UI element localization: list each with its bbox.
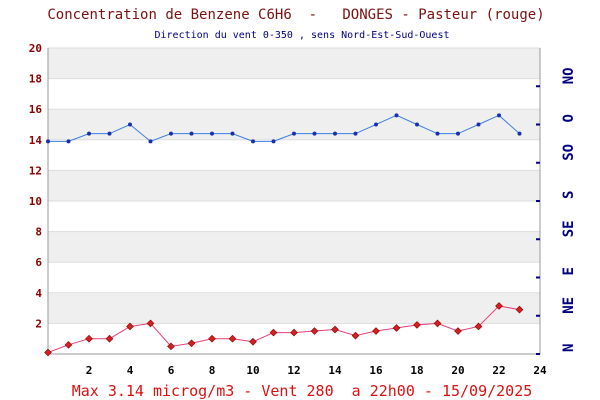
background-band	[48, 292, 540, 324]
x-tick-label: 4	[127, 364, 134, 377]
series-line-benzene	[47, 305, 520, 353]
background-band	[48, 170, 540, 201]
y-tick-label: 14	[29, 134, 43, 147]
data-point-wind_direction	[251, 139, 255, 144]
data-point-benzene	[146, 319, 155, 328]
data-point-wind_direction	[415, 122, 419, 127]
data-point-wind_direction	[476, 122, 481, 127]
data-point-benzene	[454, 327, 462, 335]
x-tick-label: 12	[287, 364, 300, 377]
y-tick-label: 2	[35, 317, 42, 330]
data-point-benzene	[433, 319, 442, 328]
data-point-wind_direction	[292, 131, 296, 136]
data-point-benzene	[85, 334, 93, 343]
chart-subtitle: Direction du vent 0-350 , sens Nord-Est-…	[154, 30, 449, 41]
y-tick-label: 16	[29, 103, 43, 116]
y-tick-label: 6	[35, 256, 42, 269]
data-point-wind_direction	[169, 131, 173, 136]
background-band	[48, 323, 540, 354]
data-point-wind_direction	[435, 131, 440, 136]
data-point-benzene	[187, 339, 196, 348]
right-axis-label: NO	[561, 67, 577, 84]
background-band	[48, 139, 540, 171]
right-axis-labels: N NE E SE S SO O NO	[536, 67, 577, 355]
data-point-wind_direction	[128, 122, 132, 127]
x-tick-labels: 2 4 6 8 10 12 14 16 18 20 22 24	[86, 364, 547, 377]
data-point-wind_direction	[394, 113, 399, 118]
x-tick-label: 20	[451, 364, 464, 377]
background-band	[48, 78, 540, 110]
chart-title: Concentration de Benzene C6H6 - DONGES -…	[47, 7, 544, 23]
data-point-wind_direction	[456, 131, 460, 136]
data-point-wind_direction	[87, 131, 91, 136]
data-point-wind_direction	[333, 131, 337, 136]
data-point-benzene	[515, 305, 524, 314]
data-point-benzene	[351, 331, 360, 340]
right-axis-label: O	[561, 114, 577, 122]
right-axis-label: SE	[561, 220, 577, 237]
background-band	[48, 201, 540, 232]
data-point-wind_direction	[312, 131, 317, 136]
data-point-benzene	[474, 322, 483, 331]
data-point-benzene	[269, 328, 278, 337]
data-point-benzene	[413, 321, 421, 329]
data-point-benzene	[372, 327, 380, 335]
x-tick-label: 18	[410, 364, 423, 377]
right-axis-label: SO	[561, 144, 577, 161]
data-point-wind_direction	[230, 131, 235, 136]
data-point-benzene	[126, 322, 134, 331]
data-point-wind_direction	[210, 131, 214, 136]
x-tick-label: 8	[209, 364, 216, 377]
right-axis-label: S	[561, 191, 577, 199]
data-point-wind_direction	[353, 131, 358, 136]
right-axis-label: E	[561, 267, 577, 275]
data-point-benzene	[249, 337, 257, 346]
y-tick-label: 10	[29, 195, 42, 208]
data-point-benzene	[495, 302, 503, 310]
y-tick-label: 12	[29, 164, 42, 177]
data-point-benzene	[310, 327, 319, 335]
y-tick-label: 4	[35, 287, 42, 300]
data-point-wind_direction	[107, 131, 112, 136]
data-point-benzene	[228, 334, 237, 343]
data-point-benzene	[167, 342, 175, 351]
data-point-wind_direction	[148, 139, 153, 144]
y-tick-label: 20	[29, 42, 42, 55]
data-point-wind_direction	[66, 139, 71, 144]
data-point-benzene	[208, 334, 216, 343]
background-band	[48, 231, 540, 263]
data-point-benzene	[105, 334, 114, 343]
x-tick-label: 10	[246, 364, 259, 377]
series-group	[44, 113, 524, 357]
y-tick-label: 8	[35, 226, 42, 239]
data-point-benzene	[290, 328, 298, 337]
data-point-benzene	[392, 324, 401, 332]
x-tick-label: 2	[86, 364, 93, 377]
x-tick-label: 6	[168, 364, 175, 377]
data-point-wind_direction	[46, 139, 50, 144]
data-point-benzene	[64, 340, 73, 349]
x-tick-label: 22	[492, 364, 505, 377]
data-point-wind_direction	[497, 113, 501, 118]
y-tick-label: 18	[29, 73, 42, 86]
x-tick-label: 24	[533, 364, 547, 377]
data-point-wind_direction	[517, 131, 522, 136]
chart-footer: Max 3.14 microg/m3 - Vent 280 a 22h00 - …	[72, 382, 533, 400]
series-line-wind_direction	[48, 114, 520, 142]
x-tick-label: 14	[328, 364, 342, 377]
data-point-wind_direction	[189, 131, 194, 136]
right-axis-label: N	[561, 344, 577, 352]
right-axis-label: NE	[561, 297, 577, 314]
data-point-wind_direction	[374, 122, 378, 127]
x-tick-label: 16	[369, 364, 383, 377]
background-band	[48, 262, 540, 293]
data-point-benzene	[331, 325, 339, 334]
background-band	[48, 48, 540, 79]
y-tick-labels: 2 4 6 8 10 12 14 16 18 20	[29, 42, 43, 330]
data-point-benzene	[44, 348, 52, 357]
data-point-wind_direction	[271, 139, 276, 144]
